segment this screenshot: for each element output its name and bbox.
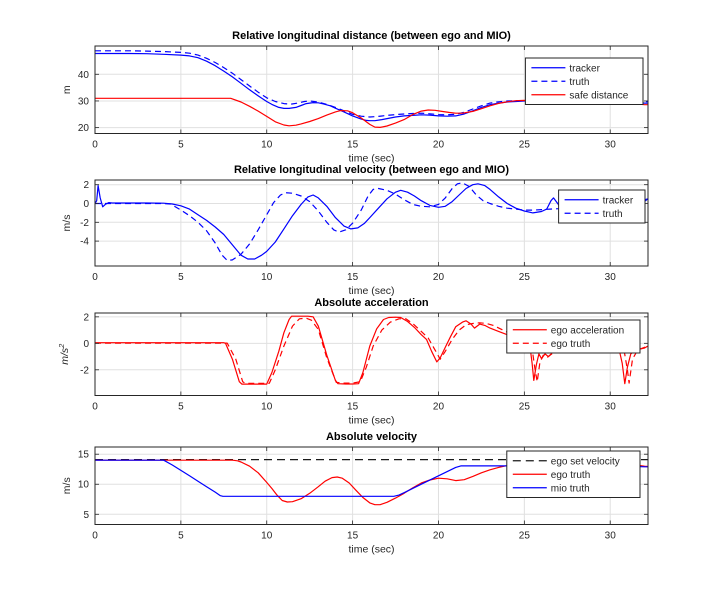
axes-box (94, 179, 649, 267)
axes-box (94, 446, 649, 525)
x-tick-label: 0 (92, 531, 98, 542)
y-tick-label: 5 (83, 510, 89, 521)
subplot-title: Absolute velocity (326, 431, 418, 443)
legend-label: mio truth (551, 483, 590, 494)
x-tick-label: 5 (178, 140, 184, 151)
y-tick-label: 2 (83, 312, 89, 323)
y-tick-label: 30 (78, 96, 90, 107)
subplot-title: Absolute acceleration (314, 297, 429, 309)
x-tick-label: 15 (347, 272, 359, 283)
y-tick-label: 10 (78, 480, 90, 491)
legend-label: ego acceleration (551, 325, 624, 336)
y-axis-label: m/s (61, 477, 73, 494)
y-axis-label: m (61, 85, 73, 94)
x-axis-label: time (sec) (348, 544, 394, 556)
y-tick-label: 2 (83, 180, 89, 191)
series-group (94, 182, 649, 261)
subplot-2: 0 5 10 15 20 25 30 -4 -2 0 2 Relative longitudinal … (61, 164, 649, 297)
y-axis-label: m/s (61, 215, 73, 232)
y-tick-label: -2 (80, 365, 89, 376)
y-axis-label: m/s2 (57, 343, 71, 365)
y-tick-label: -4 (80, 237, 89, 248)
x-tick-label: 30 (605, 402, 617, 413)
subplot-title: Relative longitudinal velocity (between … (234, 164, 509, 176)
legend-label: tracker (603, 195, 634, 206)
x-tick-label: 15 (347, 531, 359, 542)
legend-label: tracker (569, 63, 600, 74)
legend-label: truth (603, 209, 623, 220)
plot-area (95, 180, 648, 266)
series-truth (95, 50, 649, 118)
series-tracker (94, 183, 649, 260)
x-tick-label: 30 (605, 531, 617, 542)
x-tick-label: 25 (519, 531, 531, 542)
x-tick-label: 0 (92, 140, 98, 151)
legend-label: ego truth (551, 339, 590, 350)
x-axis-label: time (sec) (348, 285, 394, 297)
subplot-title: Relative longitudinal distance (between … (232, 30, 511, 42)
x-tick-label: 10 (261, 140, 273, 151)
x-tick-label: 20 (433, 531, 445, 542)
y-tick-label: 40 (78, 70, 90, 81)
x-tick-label: 0 (92, 272, 98, 283)
legend-label: ego set velocity (551, 456, 620, 467)
x-tick-label: 25 (519, 272, 531, 283)
x-tick-label: 5 (178, 402, 184, 413)
x-axis-label: time (sec) (348, 153, 394, 165)
x-tick-label: 30 (605, 140, 617, 151)
x-tick-label: 30 (605, 272, 617, 283)
legend: ego acceleration ego truth (506, 319, 641, 354)
x-tick-label: 25 (519, 402, 531, 413)
subplot-3: 0 5 10 15 20 25 30 -2 0 2 Absolute acceleration tim… (57, 297, 649, 427)
x-tick-label: 5 (178, 272, 184, 283)
x-tick-label: 15 (347, 402, 359, 413)
y-tick-label: -2 (80, 218, 89, 229)
x-tick-label: 20 (433, 402, 445, 413)
x-axis-label: time (sec) (348, 415, 394, 427)
x-tick-label: 20 (433, 140, 445, 151)
y-tick-label: 15 (78, 450, 90, 461)
x-tick-label: 5 (178, 531, 184, 542)
y-tick-label: 20 (78, 123, 90, 134)
x-tick-label: 20 (433, 272, 445, 283)
legend: tracker truth safe distance (524, 57, 644, 105)
series-truth (95, 182, 649, 261)
legend-label: ego truth (551, 470, 590, 481)
legend-box (558, 189, 646, 224)
x-tick-label: 10 (261, 272, 273, 283)
legend-label: truth (569, 77, 589, 88)
axes-box (94, 45, 649, 134)
x-tick-label: 15 (347, 140, 359, 151)
x-tick-label: 10 (261, 531, 273, 542)
y-tick-label: 0 (83, 199, 89, 210)
subplot-1: 0 5 10 15 20 25 30 20 30 40 Relative longitudinal … (61, 30, 649, 165)
legend-label: safe distance (569, 90, 628, 101)
x-tick-label: 10 (261, 402, 273, 413)
x-tick-label: 0 (92, 402, 98, 413)
legend-box (506, 319, 641, 354)
legend: ego set velocity ego truth mio truth (506, 450, 641, 498)
axes-box (94, 312, 649, 396)
legend: tracker truth (558, 189, 646, 224)
y-tick-label: 0 (83, 339, 89, 350)
x-tick-label: 25 (519, 140, 531, 151)
